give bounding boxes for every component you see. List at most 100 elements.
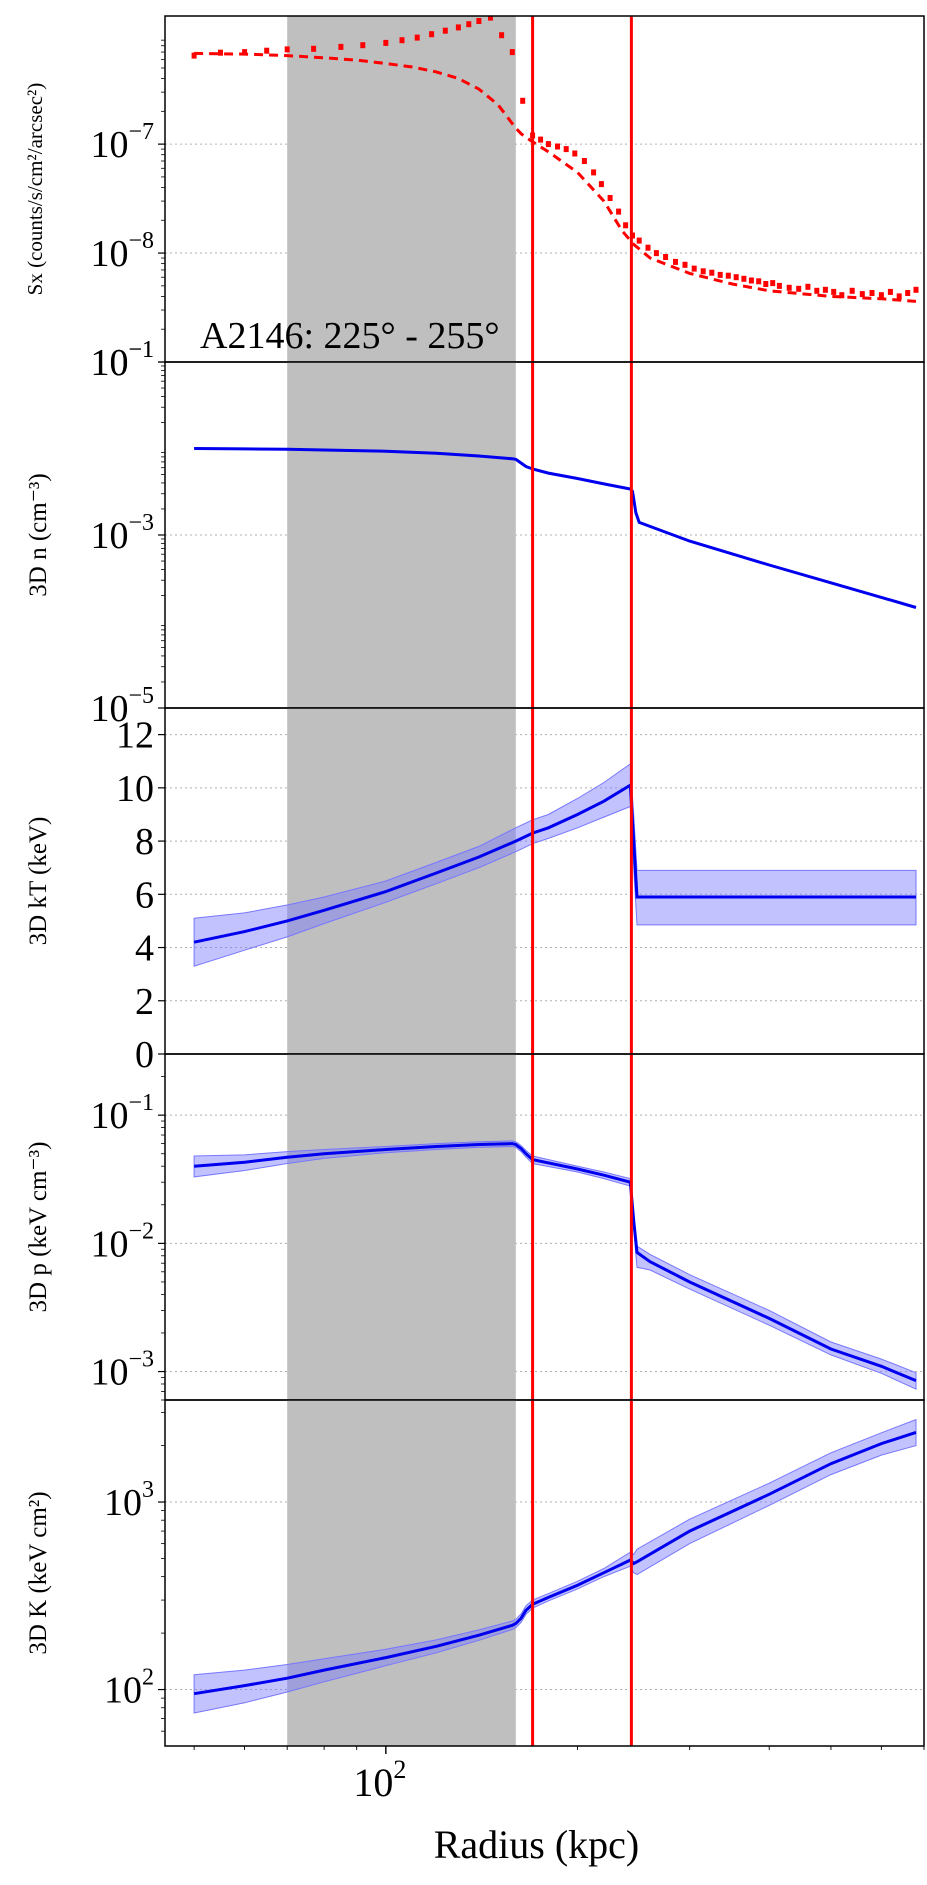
data-point: [555, 143, 560, 150]
data-point: [770, 280, 776, 287]
panel-frame: [164, 1053, 925, 1401]
y-tick-label: 10−3: [90, 510, 154, 557]
y-tick-label: 102: [104, 1665, 154, 1712]
y-axis-title-K: 3D K (keV cm²): [25, 1491, 52, 1654]
y-tick-label: 10−2: [90, 1218, 154, 1265]
data-point: [691, 265, 697, 272]
data-point: [733, 274, 739, 281]
data-point: [455, 24, 461, 31]
data-point: [191, 52, 197, 59]
data-point: [636, 237, 642, 244]
y-tick-label: 10−7: [90, 119, 154, 166]
x-tick-label: 102: [353, 1755, 406, 1805]
y-tick-label: 2: [135, 981, 154, 1023]
y-tick-label: 10−1: [90, 1090, 154, 1137]
data-point: [311, 45, 317, 52]
data-point: [822, 286, 828, 293]
data-point: [645, 244, 651, 251]
data-point: [814, 287, 820, 294]
x-axis-title: Radius (kpc): [434, 1822, 640, 1867]
data-point: [476, 18, 482, 24]
data-point: [442, 27, 448, 34]
data-point: [913, 286, 919, 293]
shaded-region: [287, 1054, 516, 1400]
panel-kT-plot-area: [165, 708, 924, 1054]
data-point: [896, 293, 902, 300]
data-point: [607, 195, 613, 201]
series-band-kT: [193, 762, 917, 967]
data-point: [383, 39, 389, 46]
shaded-region: [287, 1400, 516, 1746]
data-point: [805, 283, 811, 290]
data-point: [264, 47, 270, 54]
x-axis: 102 Radius (kpc): [193, 1746, 925, 1867]
series-band-K: [193, 1418, 917, 1714]
data-point: [242, 49, 248, 56]
data-point: [563, 146, 569, 153]
data-point: [218, 49, 223, 56]
data-point: [776, 282, 782, 289]
data-point: [887, 288, 893, 295]
data-point: [756, 278, 762, 285]
data-point: [581, 158, 587, 164]
data-point: [338, 43, 344, 50]
data-point: [839, 292, 845, 299]
data-point: [763, 281, 769, 287]
data-point: [717, 271, 723, 278]
panel-frame: [164, 1399, 925, 1747]
series-line-kT: [193, 782, 916, 944]
data-point: [878, 292, 884, 299]
y-tick-label: 8: [135, 821, 154, 863]
data-point: [741, 275, 747, 282]
panel-K: 103 102 3D K (keV cm²): [25, 1399, 925, 1747]
panel-p-plot-area: [165, 1054, 924, 1400]
y-tick-label: 6: [135, 874, 154, 916]
data-point: [869, 290, 875, 296]
data-point: [509, 49, 515, 56]
panel-annotation: A2146: 225° - 255°: [200, 315, 500, 357]
series-line-n: [194, 447, 917, 609]
data-point: [786, 284, 792, 291]
data-point: [538, 136, 544, 143]
data-point: [663, 254, 669, 260]
y-tick-label: 10−8: [90, 228, 154, 275]
panel-n: 10−1 10−3 10−5 3D n (cm⁻³): [25, 337, 925, 730]
data-point: [399, 37, 405, 44]
y-tick-label: 10−5: [90, 683, 154, 730]
data-point: [572, 150, 578, 157]
panel-n-plot-area: [165, 362, 924, 708]
y-tick-label: 10−1: [90, 337, 154, 384]
data-point: [748, 277, 754, 284]
shaded-region: [287, 362, 516, 708]
y-tick-label: 103: [104, 1477, 154, 1524]
data-point: [520, 97, 526, 104]
series-band-p: [193, 1140, 917, 1390]
data-point: [709, 269, 715, 276]
series-model-sx: [194, 51, 917, 303]
data-point: [796, 285, 802, 292]
data-point: [466, 21, 472, 28]
y-tick-label: 0: [135, 1034, 154, 1076]
data-point: [545, 141, 551, 148]
y-axis-title-sx: Sx (counts/s/cm²/arcsec²): [23, 83, 47, 296]
y-axis-title-p: 3D p (keV cm⁻³): [25, 1142, 52, 1313]
data-point: [616, 208, 622, 215]
data-point: [360, 42, 366, 49]
panel-frame: [164, 15, 925, 363]
data-point: [429, 31, 435, 38]
data-point: [700, 268, 706, 275]
y-tick-label: 10: [116, 768, 154, 810]
data-point: [831, 288, 837, 295]
shaded-region: [287, 16, 516, 362]
y-tick-label: 4: [135, 928, 154, 970]
data-point: [414, 34, 420, 41]
y-axis-title-kT: 3D kT (keV): [25, 817, 52, 946]
panel-p: 10−1 10−2 10−3 3D p (keV cm⁻³): [25, 1053, 925, 1401]
data-point: [623, 222, 629, 229]
panel-sx-plot-area: [165, 16, 924, 362]
data-point: [725, 272, 731, 279]
y-tick-label: 10−1: [90, 337, 154, 384]
panel-kT: 0 2 4 6 8 10 12 3D kT (keV): [25, 707, 925, 1076]
data-point: [499, 32, 505, 39]
